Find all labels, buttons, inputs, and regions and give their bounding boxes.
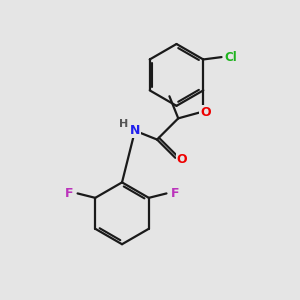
Text: O: O: [176, 153, 187, 166]
Text: N: N: [130, 124, 140, 137]
Text: Cl: Cl: [225, 51, 237, 64]
Text: F: F: [65, 187, 74, 200]
Text: O: O: [200, 106, 211, 119]
Text: H: H: [119, 119, 128, 129]
Text: F: F: [170, 187, 179, 200]
